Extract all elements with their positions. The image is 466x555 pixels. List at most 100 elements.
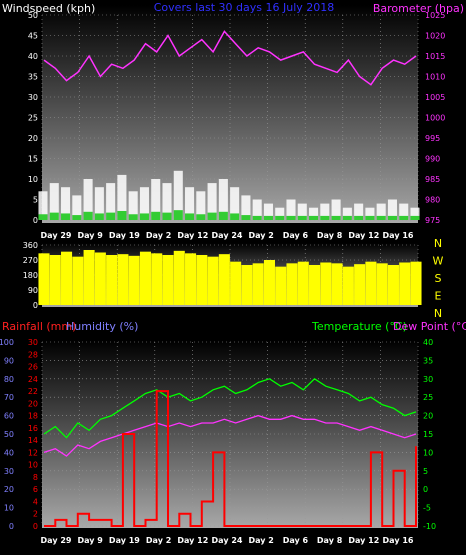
wind-direction-bar — [61, 251, 73, 305]
wind-low-bar — [218, 211, 228, 220]
windspeed-bar — [49, 183, 59, 220]
compass-label: N — [434, 307, 442, 320]
windspeed-bar — [297, 203, 307, 220]
direction-degree-ticks: 0 90 180 270 360 — [23, 241, 38, 310]
temperature-tick-label: -5 — [423, 504, 431, 513]
windspeed-bar — [61, 187, 71, 220]
wind-low-bar — [128, 214, 138, 220]
humidity-tick-label: 70 — [4, 393, 14, 402]
barometer-tick-label: 1025 — [425, 11, 445, 20]
rainfall-tick-label: 4 — [33, 497, 38, 506]
rainfall-tick-label: 30 — [28, 338, 38, 347]
wind-low-bar — [320, 215, 330, 220]
dew-point-axis-label: Dew Point (°C) — [393, 320, 466, 333]
wind-low-bar — [49, 212, 59, 220]
windspeed-tick-label: 40 — [28, 52, 38, 61]
rainfall-tick-label: 0 — [33, 522, 38, 531]
x-tick-label: Day 2 — [146, 536, 171, 545]
x-tick-label: Day 12 — [177, 231, 208, 240]
wind-direction-series — [38, 250, 422, 305]
wind-low-bar — [331, 215, 341, 220]
climate-panel-x-ticks: Day 29 Day 9 Day 19 Day 2 Day 12 Day 24 Day 2 D… — [41, 536, 414, 545]
wind-direction-bar — [331, 263, 343, 305]
wind-direction-bar — [252, 263, 264, 305]
wind-low-bar — [196, 214, 206, 220]
wind-low-bar — [173, 210, 183, 220]
windspeed-bar — [309, 207, 319, 220]
rainfall-tick-label: 20 — [28, 399, 38, 408]
windspeed-bar — [151, 179, 161, 220]
wind-low-bar — [207, 212, 217, 220]
wind-low-bar — [410, 215, 420, 220]
windspeed-bar — [230, 187, 240, 220]
x-tick-label: Day 16 — [383, 536, 414, 545]
wind-direction-bar — [94, 252, 106, 305]
temperature-tick-label: 15 — [423, 430, 433, 439]
windspeed-bar — [83, 179, 93, 220]
wind-low-bar — [117, 210, 127, 220]
windspeed-bar — [387, 199, 397, 220]
temperature-tick-label: 30 — [423, 375, 433, 384]
x-tick-label: Day 16 — [383, 231, 414, 240]
wind-low-bar — [83, 211, 93, 220]
windspeed-bar — [185, 187, 195, 220]
windspeed-tick-label: 5 — [33, 196, 38, 205]
windspeed-bar — [117, 174, 127, 220]
wind-low-bar — [94, 213, 104, 220]
barometer-tick-label: 1015 — [425, 52, 445, 61]
wind-direction-bar — [365, 261, 377, 305]
x-tick-label: Day 19 — [109, 231, 140, 240]
compass-label: S — [435, 272, 442, 285]
wind-direction-bar — [83, 250, 95, 305]
wind-low-bar — [399, 215, 409, 220]
wind-panel-grid — [41, 14, 419, 221]
temperature-tick-label: 20 — [423, 412, 433, 421]
wind-direction-bar — [72, 256, 84, 305]
wind-direction-bar — [241, 265, 253, 305]
barometer-axis-ticks: 975 980 985 990 995 1000 1005 1010 1015 1020 1025 — [425, 11, 445, 225]
wind-low-bar — [342, 215, 352, 220]
wind-low-bar — [61, 213, 71, 220]
windspeed-bar — [376, 203, 386, 220]
humidity-tick-label: 90 — [4, 356, 14, 365]
wind-low-bar — [365, 215, 375, 220]
rainfall-tick-label: 2 — [33, 510, 38, 519]
wind-direction-bar — [162, 255, 174, 305]
humidity-tick-label: 40 — [4, 448, 14, 457]
wind-direction-bar — [230, 261, 242, 305]
windspeed-bar — [94, 187, 104, 220]
windspeed-bar — [207, 183, 217, 220]
barometer-tick-label: 995 — [425, 134, 440, 143]
rainfall-tick-label: 24 — [28, 375, 38, 384]
barometer-tick-label: 1000 — [425, 114, 445, 123]
compass-label: N — [434, 237, 442, 250]
windspeed-bar — [128, 191, 138, 220]
temperature-tick-label: 35 — [423, 356, 433, 365]
humidity-tick-label: 10 — [4, 504, 14, 513]
rainfall-tick-label: 12 — [28, 448, 38, 457]
x-tick-label: Day 24 — [212, 536, 243, 545]
direction-degree-label: 0 — [33, 301, 38, 310]
x-tick-label: Day 24 — [212, 231, 243, 240]
barometer-tick-label: 975 — [425, 216, 440, 225]
direction-degree-label: 360 — [23, 241, 38, 250]
windspeed-bar — [286, 199, 296, 220]
windspeed-tick-label: 35 — [28, 73, 38, 82]
windspeed-bar — [38, 191, 48, 220]
x-tick-label: Day 19 — [109, 536, 140, 545]
windspeed-axis-label: Windspeed (kph) — [2, 2, 95, 15]
windspeed-series — [38, 170, 420, 220]
windspeed-bar — [241, 195, 251, 220]
rainfall-axis-label: Rainfall (mm) — [2, 320, 76, 333]
wind-low-series — [38, 210, 420, 220]
wind-direction-bar — [196, 255, 208, 305]
windspeed-bar — [410, 207, 420, 220]
wind-direction-bar — [117, 254, 129, 305]
wind-low-bar — [139, 213, 149, 220]
direction-degree-label: 270 — [23, 256, 38, 265]
x-tick-label: Day 12 — [348, 536, 379, 545]
wind-direction-bar — [139, 251, 151, 305]
wind-direction-bar — [286, 263, 298, 305]
wind-direction-bar — [342, 266, 354, 305]
